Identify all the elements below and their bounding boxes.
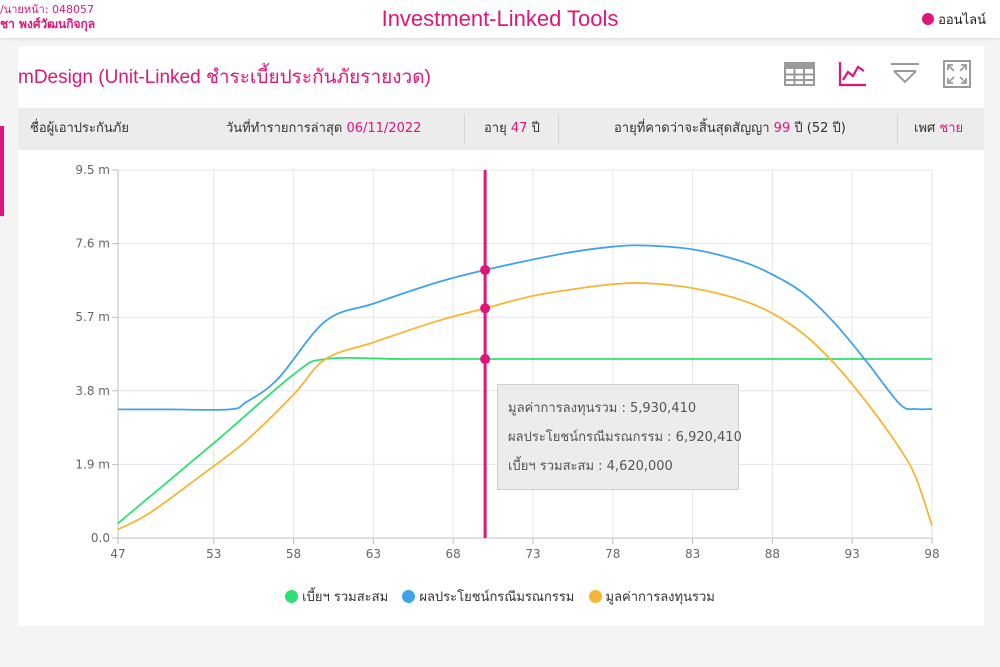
y-tick-label: 3.8 m (75, 384, 110, 398)
age-label: อายุ (484, 121, 507, 136)
premium-series-line (117, 356, 932, 524)
x-tick-label: 88 (765, 547, 780, 561)
fullscreen-icon[interactable] (940, 58, 974, 90)
crosshair[interactable] (480, 170, 491, 538)
legend-item-investment-value[interactable]: มูลค่าการลงทุนรวม (588, 586, 715, 607)
x-tick-label: 63 (366, 547, 381, 561)
crosshair-point[interactable] (480, 303, 491, 314)
gender-label: เพศ (914, 121, 936, 136)
top-bar: /นายหน้า: 048057 ชา พงศ์วัฒนกิจกุล Inves… (0, 0, 1000, 39)
legend-label: เบี้ยฯ รวมสะสม (302, 590, 389, 605)
chart-legend: เบี้ยฯ รวมสะสม ผลประโยชน์กรณีมรณกรรม มูล… (0, 586, 1000, 607)
x-tick-label: 73 (525, 547, 540, 561)
divider (464, 114, 465, 144)
tooltip-premium: เบี้ยฯ รวมสะสม : 4,620,000 (508, 459, 673, 474)
policy-info-bar: ชื่อผู้เอาประกันภัย วันที่ทำรายการล่าสุด… (18, 108, 984, 150)
left-accent-bar (0, 126, 4, 216)
view-toolbar (782, 58, 972, 90)
chart-series (117, 244, 933, 531)
age-value: 47 (510, 121, 528, 136)
tooltip-investment-value: มูลค่าการลงทุนรวม : 5,930,410 (508, 401, 697, 416)
x-axis: 47 53 58 63 68 73 78 83 88 93 98 (110, 538, 940, 561)
online-status: ออนไลน์ (922, 9, 986, 30)
x-tick-label: 83 (685, 547, 700, 561)
agent-name: ชา พงศ์วัฒนกิจกุล (0, 17, 96, 31)
y-tick-label: 5.7 m (75, 310, 110, 324)
investment-value-series-line (117, 282, 933, 531)
app-title: Investment-Linked Tools (381, 6, 619, 31)
death-benefit-series-line (117, 244, 933, 411)
x-tick-label: 47 (110, 547, 125, 561)
tooltip-death-benefit: ผลประโยชน์กรณีมรณกรรม : 6,920,410 (508, 430, 742, 445)
crosshair-point[interactable] (480, 354, 491, 365)
x-tick-label: 58 (286, 547, 301, 561)
legend-swatch-green-icon (285, 590, 299, 603)
legend-swatch-blue-icon (402, 590, 416, 603)
insured-name-label: ชื่อผู้เอาประกันภัย (30, 121, 129, 136)
y-tick-label: 1.9 m (75, 457, 110, 471)
filter-icon[interactable] (888, 58, 922, 90)
status-dot-icon (922, 13, 935, 25)
crosshair-point[interactable] (480, 264, 491, 275)
x-tick-label: 68 (446, 547, 461, 561)
main-card: mDesign (Unit-Linked ชำระเบี้ยประกันภัยร… (18, 46, 984, 626)
chart-tooltip: มูลค่าการลงทุนรวม : 5,930,410 ผลประโยชน์… (497, 384, 742, 490)
y-axis: 0.0 1.9 m 3.8 m 5.7 m 7.6 m 9.5 m (75, 163, 119, 545)
projection-line-chart: 0.0 1.9 m 3.8 m 5.7 m 7.6 m 9.5 m 47 53 58 63 68 7… (75, 163, 940, 561)
gender: เพศ ชาย (914, 108, 963, 150)
current-age: อายุ 47 ปี (484, 108, 540, 150)
line-chart-icon[interactable] (836, 58, 870, 90)
last-transaction-date: วันที่ทำรายการล่าสุด 06/11/2022 (226, 108, 421, 150)
agent-code: /นายหน้า: 048057 (0, 3, 94, 16)
expected-end-age: อายุที่คาดว่าจะสิ้นสุดสัญญา 99 ปี (52 ปี… (614, 108, 846, 150)
product-title: mDesign (Unit-Linked ชำระเบี้ยประกันภัยร… (18, 67, 431, 88)
age-unit: ปี (531, 121, 540, 136)
x-tick-label: 53 (206, 547, 221, 561)
status-label: ออนไลน์ (938, 13, 986, 28)
legend-item-premium[interactable]: เบี้ยฯ รวมสะสม (285, 586, 388, 607)
legend-label: มูลค่าการลงทุนรวม (605, 590, 715, 605)
x-tick-label: 93 (845, 547, 860, 561)
divider (897, 114, 898, 144)
date-label: วันที่ทำรายการล่าสุด (226, 121, 343, 136)
end-age-label: อายุที่คาดว่าจะสิ้นสุดสัญญา (614, 121, 770, 136)
gender-value: ชาย (939, 121, 964, 136)
date-value: 06/11/2022 (346, 121, 422, 136)
legend-item-death-benefit[interactable]: ผลประโยชน์กรณีมรณกรรม (402, 586, 574, 607)
y-tick-label: 0.0 (91, 531, 110, 545)
table-icon[interactable] (782, 58, 816, 90)
legend-swatch-orange-icon (588, 590, 602, 603)
y-tick-label: 7.6 m (75, 237, 110, 251)
x-tick-label: 78 (605, 547, 620, 561)
y-tick-label: 9.5 m (75, 163, 110, 177)
end-age-value: 99 (773, 121, 791, 136)
divider (558, 114, 559, 144)
x-tick-label: 98 (924, 547, 939, 561)
legend-label: ผลประโยชน์กรณีมรณกรรม (419, 590, 575, 605)
end-age-unit: ปี (52 ปี) (794, 121, 846, 136)
